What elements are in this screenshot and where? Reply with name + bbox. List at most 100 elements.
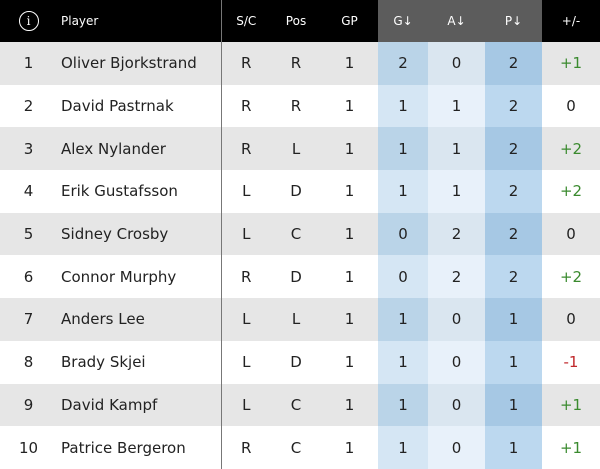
cell-g: 1 (378, 383, 428, 427)
table-row[interactable]: 6 Connor Murphy R D 1 0 2 2 +2 (0, 255, 600, 299)
table-row[interactable]: 2 David Pastrnak R R 1 1 1 2 0 (0, 84, 600, 128)
col-gp[interactable]: GP (321, 0, 378, 42)
info-button[interactable]: i (0, 0, 57, 42)
cell-p: 2 (485, 212, 542, 256)
cell-pm: +1 (542, 383, 600, 427)
cell-p: 1 (485, 298, 542, 341)
cell-rank: 8 (0, 340, 57, 384)
cell-rank: 4 (0, 170, 57, 213)
cell-pos: C (271, 426, 321, 469)
cell-player: Connor Murphy (57, 255, 222, 299)
cell-sc: R (221, 84, 271, 128)
table-row[interactable]: 9 David Kampf L C 1 1 0 1 +1 (0, 383, 600, 427)
cell-sc: R (221, 426, 271, 469)
cell-p: 2 (485, 170, 542, 213)
table-row[interactable]: 4 Erik Gustafsson L D 1 1 1 2 +2 (0, 170, 600, 213)
info-circle-icon[interactable]: i (18, 11, 39, 31)
cell-gp: 1 (321, 84, 378, 128)
cell-a: 0 (428, 426, 485, 469)
cell-g: 1 (378, 298, 428, 341)
col-plus-minus[interactable]: +/- (542, 0, 600, 42)
cell-player: Patrice Bergeron (57, 426, 222, 469)
cell-g: 1 (378, 170, 428, 213)
cell-player: Brady Skjei (57, 340, 222, 384)
cell-g: 2 (378, 42, 428, 85)
col-sc[interactable]: S/C (221, 0, 271, 42)
table-row[interactable]: 3 Alex Nylander R L 1 1 1 2 +2 (0, 127, 600, 171)
cell-gp: 1 (321, 383, 378, 427)
cell-pos: L (271, 298, 321, 341)
cell-a: 1 (428, 127, 485, 171)
cell-player: Oliver Bjorkstrand (57, 42, 222, 85)
table-row[interactable]: 1 Oliver Bjorkstrand R R 1 2 0 2 +1 (0, 42, 600, 85)
table-row[interactable]: 10 Patrice Bergeron R C 1 1 0 1 +1 (0, 426, 600, 469)
cell-p: 1 (485, 383, 542, 427)
cell-sc: L (221, 212, 271, 256)
table-row[interactable]: 5 Sidney Crosby L C 1 0 2 2 0 (0, 212, 600, 256)
cell-gp: 1 (321, 42, 378, 85)
cell-sc: L (221, 383, 271, 427)
cell-gp: 1 (321, 170, 378, 213)
cell-g: 0 (378, 255, 428, 299)
cell-player: David Pastrnak (57, 84, 222, 128)
cell-a: 2 (428, 255, 485, 299)
col-assists[interactable]: A↓ (428, 0, 485, 42)
cell-pos: R (271, 84, 321, 128)
cell-sc: R (221, 255, 271, 299)
cell-rank: 6 (0, 255, 57, 299)
cell-gp: 1 (321, 340, 378, 384)
cell-p: 2 (485, 42, 542, 85)
cell-player: Erik Gustafsson (57, 170, 222, 213)
cell-g: 1 (378, 84, 428, 128)
cell-rank: 9 (0, 383, 57, 427)
cell-p: 1 (485, 426, 542, 469)
cell-a: 0 (428, 383, 485, 427)
cell-gp: 1 (321, 426, 378, 469)
cell-sc: L (221, 170, 271, 213)
table-row[interactable]: 8 Brady Skjei L D 1 1 0 1 -1 (0, 340, 600, 384)
cell-gp: 1 (321, 127, 378, 171)
cell-g: 1 (378, 426, 428, 469)
col-points[interactable]: P↓ (485, 0, 542, 42)
cell-rank: 2 (0, 84, 57, 128)
cell-rank: 5 (0, 212, 57, 256)
cell-a: 1 (428, 84, 485, 128)
cell-sc: R (221, 42, 271, 85)
col-player[interactable]: Player (57, 0, 222, 42)
cell-rank: 1 (0, 42, 57, 85)
cell-gp: 1 (321, 212, 378, 256)
cell-p: 2 (485, 84, 542, 128)
cell-rank: 10 (0, 426, 57, 469)
cell-gp: 1 (321, 255, 378, 299)
cell-sc: R (221, 127, 271, 171)
cell-a: 0 (428, 340, 485, 384)
cell-pos: C (271, 212, 321, 256)
cell-rank: 7 (0, 298, 57, 341)
cell-a: 0 (428, 298, 485, 341)
cell-p: 2 (485, 127, 542, 171)
cell-rank: 3 (0, 127, 57, 171)
cell-pm: +2 (542, 127, 600, 171)
cell-pm: 0 (542, 298, 600, 341)
cell-player: David Kampf (57, 383, 222, 427)
table-row[interactable]: 7 Anders Lee L L 1 1 0 1 0 (0, 298, 600, 341)
cell-player: Alex Nylander (57, 127, 222, 171)
cell-pos: D (271, 170, 321, 213)
cell-gp: 1 (321, 298, 378, 341)
cell-pm: +2 (542, 170, 600, 213)
cell-pm: -1 (542, 340, 600, 384)
cell-pm: +1 (542, 42, 600, 85)
cell-sc: L (221, 340, 271, 384)
cell-a: 2 (428, 212, 485, 256)
cell-pm: +1 (542, 426, 600, 469)
cell-pos: D (271, 255, 321, 299)
cell-pm: 0 (542, 84, 600, 128)
cell-sc: L (221, 298, 271, 341)
col-goals[interactable]: G↓ (378, 0, 428, 42)
cell-player: Anders Lee (57, 298, 222, 341)
cell-p: 2 (485, 255, 542, 299)
cell-pos: L (271, 127, 321, 171)
col-pos[interactable]: Pos (271, 0, 321, 42)
cell-g: 0 (378, 212, 428, 256)
